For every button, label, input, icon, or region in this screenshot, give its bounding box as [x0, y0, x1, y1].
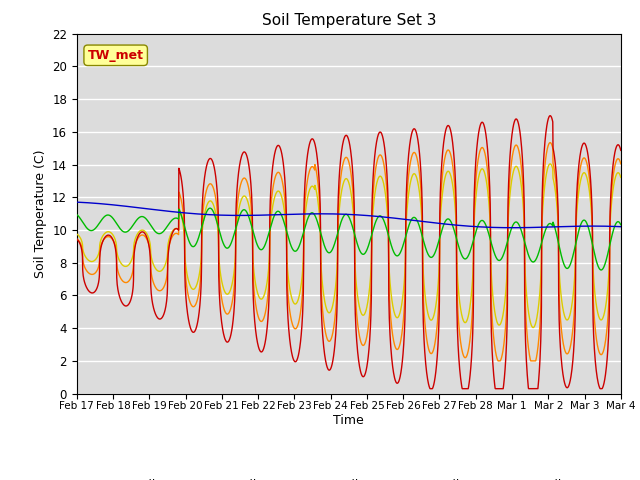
- SoilT3_08: [547, 161, 554, 167]
- Line: SoilT3_16: SoilT3_16: [77, 208, 621, 270]
- SoilT3_02: [547, 113, 554, 119]
- SoilT3_08: [73, 231, 81, 237]
- SoilT3_08: [529, 324, 537, 330]
- SoilT3_08: [381, 190, 389, 196]
- SoilT3_16: [73, 212, 81, 217]
- SoilT3_16: [206, 205, 214, 211]
- SoilT3_32: [609, 224, 617, 229]
- SoilT3_02: [127, 296, 135, 301]
- SoilT3_02: [73, 236, 81, 242]
- SoilT3_04: [617, 161, 625, 167]
- SoilT3_32: [244, 213, 252, 218]
- SoilT3_32: [513, 225, 520, 230]
- Line: SoilT3_02: SoilT3_02: [77, 116, 621, 389]
- SoilT3_08: [617, 174, 625, 180]
- SoilT3_32: [127, 204, 135, 210]
- SoilT3_16: [127, 225, 135, 231]
- Line: SoilT3_08: SoilT3_08: [77, 164, 621, 327]
- SoilT3_32: [381, 214, 389, 220]
- SoilT3_04: [73, 236, 81, 242]
- SoilT3_02: [381, 151, 389, 156]
- SoilT3_02: [244, 160, 252, 166]
- SoilT3_08: [513, 164, 520, 169]
- SoilT3_08: [244, 201, 252, 207]
- SoilT3_02: [610, 158, 618, 164]
- Line: SoilT3_04: SoilT3_04: [77, 143, 621, 361]
- SoilT3_16: [543, 223, 551, 229]
- Line: SoilT3_32: SoilT3_32: [77, 202, 621, 228]
- Y-axis label: Soil Temperature (C): Soil Temperature (C): [33, 149, 47, 278]
- SoilT3_02: [513, 116, 520, 122]
- SoilT3_04: [610, 171, 618, 177]
- SoilT3_02: [543, 120, 551, 126]
- SoilT3_04: [244, 184, 252, 190]
- SoilT3_04: [547, 140, 554, 145]
- SoilT3_16: [381, 222, 389, 228]
- SoilT3_04: [127, 274, 135, 280]
- SoilT3_08: [127, 258, 135, 264]
- SoilT3_16: [597, 267, 605, 273]
- SoilT3_08: [543, 167, 551, 172]
- SoilT3_32: [543, 224, 551, 230]
- Text: TW_met: TW_met: [88, 49, 144, 62]
- SoilT3_32: [509, 225, 516, 230]
- SoilT3_02: [617, 147, 625, 153]
- SoilT3_04: [543, 146, 551, 152]
- SoilT3_16: [617, 222, 625, 228]
- SoilT3_16: [610, 227, 618, 233]
- SoilT3_16: [513, 219, 520, 225]
- SoilT3_08: [610, 184, 618, 190]
- SoilT3_02: [426, 386, 434, 392]
- SoilT3_16: [245, 214, 253, 220]
- SoilT3_04: [381, 171, 389, 177]
- X-axis label: Time: Time: [333, 414, 364, 427]
- Legend: SoilT3_02, SoilT3_04, SoilT3_08, SoilT3_16, SoilT3_32: SoilT3_02, SoilT3_04, SoilT3_08, SoilT3_…: [96, 473, 602, 480]
- SoilT3_32: [73, 199, 81, 205]
- SoilT3_32: [617, 224, 625, 229]
- Title: Soil Temperature Set 3: Soil Temperature Set 3: [262, 13, 436, 28]
- SoilT3_04: [494, 358, 502, 364]
- SoilT3_04: [513, 143, 520, 148]
